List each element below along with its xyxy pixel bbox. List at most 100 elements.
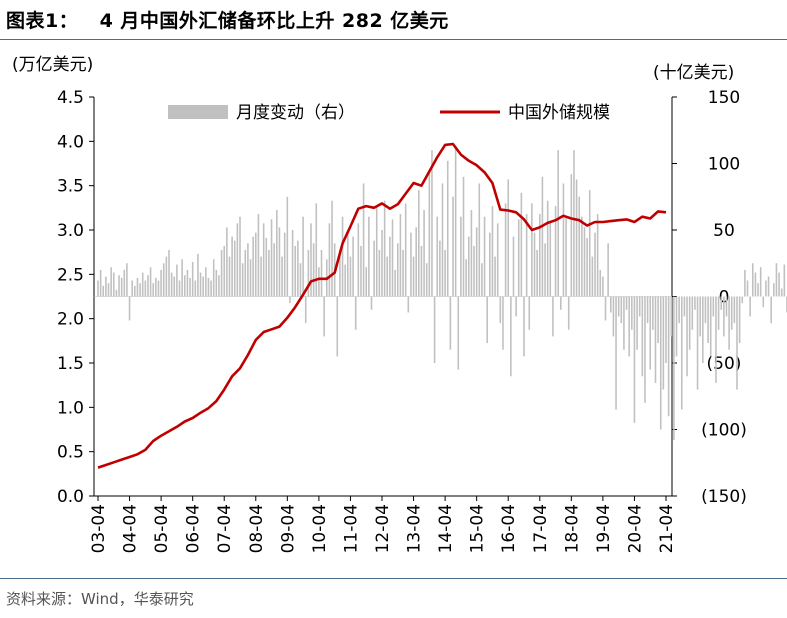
monthly-change-bar [533,232,536,297]
x-tick-label: 19-04 [594,504,614,553]
monthly-change-bar [399,214,402,297]
monthly-change-bar [365,267,368,297]
bars-layer [97,147,787,441]
monthly-change-bar [212,259,215,297]
monthly-change-bar [596,214,599,297]
monthly-change-bar [717,296,720,330]
monthly-change-bar [491,206,494,297]
monthly-change-bar [638,296,641,317]
legend-line-label: 中国外储规模 [508,103,610,123]
monthly-change-bar [617,296,620,317]
monthly-change-bar [702,296,704,363]
monthly-change-bar [205,267,207,297]
y-left-tick-label: 1.0 [57,398,84,418]
monthly-change-bar [578,196,581,297]
monthly-change-bar [599,269,602,297]
monthly-change-bar [583,227,586,297]
monthly-change-bar [444,249,446,297]
y-left-tick-label: 0.5 [57,443,84,463]
monthly-change-bar [273,243,275,297]
monthly-change-bar [383,200,386,297]
monthly-change-bar [123,269,126,297]
monthly-change-bar [607,243,609,297]
monthly-change-bar [515,296,517,317]
monthly-change-bar [644,296,646,403]
source-note: 资料来源：Wind，华泰研究 [6,590,194,608]
x-tick-label: 16-04 [499,504,519,553]
x-tick-label: 03-04 [89,504,109,553]
monthly-change-bar [157,280,160,297]
y-left-tick-label: 0.0 [57,487,84,507]
monthly-change-bar [207,277,210,297]
chart-area: 0.00.51.01.52.02.53.03.54.04.5150100500(… [0,40,787,580]
monthly-change-bar [391,219,394,297]
monthly-change-bar [134,285,136,297]
monthly-change-bar [228,256,231,297]
monthly-change-bar [278,227,281,297]
monthly-change-bar [428,170,431,297]
monthly-change-bar [168,249,170,297]
monthly-change-bar [439,240,441,297]
x-tick-label: 10-04 [310,504,330,553]
monthly-change-bar [304,296,307,324]
monthly-change-bar [778,272,780,297]
monthly-change-bar [465,259,467,297]
monthly-change-bar [496,223,499,297]
monthly-change-bar [646,296,649,324]
monthly-change-bar [773,283,775,297]
monthly-change-bar [368,216,370,297]
monthly-change-bar [186,269,189,297]
monthly-change-bar [404,203,407,297]
monthly-change-bar [286,196,289,297]
monthly-change-bar [178,280,181,297]
monthly-change-bar [588,190,591,297]
monthly-change-bar [446,160,449,297]
x-tick-label: 05-04 [152,504,172,553]
monthly-change-bar [744,269,746,297]
monthly-change-bar [554,206,557,297]
y-left-tick-label: 3.0 [57,221,84,241]
monthly-change-bar [147,275,149,297]
monthly-change-bar [704,296,707,324]
monthly-change-bar [165,256,168,297]
monthly-change-bar [341,216,344,297]
monthly-change-bar [738,296,741,344]
monthly-change-bar [436,216,439,297]
monthly-change-bar [423,210,425,297]
monthly-change-bar [759,267,762,297]
monthly-change-bar [310,223,312,297]
line-layer [97,142,667,469]
monthly-change-bar [386,256,389,297]
y-right-tick-label: 50 [713,221,735,241]
monthly-change-bar [249,259,252,297]
y-left-tick-label: 4.5 [57,88,84,108]
monthly-change-bar [152,283,155,297]
monthly-change-bar [536,249,538,297]
monthly-change-bar [707,296,709,344]
monthly-change-bar [510,296,512,377]
monthly-change-bar [581,216,583,297]
monthly-change-bar [499,296,502,324]
monthly-change-bar [631,296,633,330]
monthly-change-bar [323,296,325,337]
title-divider [0,39,787,40]
monthly-change-bar [141,272,144,297]
monthly-change-bar [725,296,728,317]
monthly-change-bar [247,243,249,297]
monthly-change-bar [347,230,349,297]
monthly-change-bar [783,264,786,297]
monthly-change-bar [680,296,683,410]
monthly-change-bar [694,296,696,310]
monthly-change-bar [418,190,420,297]
monthly-change-bar [449,296,452,350]
monthly-change-bar [389,236,391,297]
monthly-change-bar [728,296,730,350]
monthly-change-bar [183,275,186,297]
monthly-change-bar [649,296,652,370]
monthly-change-bar [460,216,462,297]
monthly-change-bar [357,223,360,297]
monthly-change-bar [528,296,531,330]
monthly-change-bar [276,210,278,297]
monthly-change-bar [775,263,778,297]
monthly-change-bar [297,240,299,297]
